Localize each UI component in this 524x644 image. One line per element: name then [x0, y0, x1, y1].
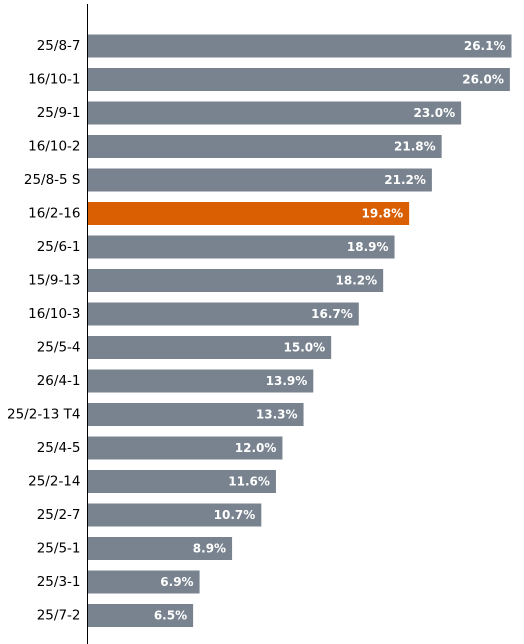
- value-label-25-5-4: 15.0%: [284, 341, 326, 355]
- value-label-25-4-5: 12.0%: [235, 441, 277, 455]
- category-label-25-8-7: 25/8-7: [37, 38, 81, 54]
- bar-25-3-1: [87, 570, 200, 594]
- category-label-26-4-1: 26/4-1: [37, 373, 81, 389]
- value-label-16-10-3: 16.7%: [311, 307, 353, 321]
- bar-25-9-1: [87, 101, 462, 125]
- bar-25-8-5-s: [87, 168, 432, 192]
- category-label-16-10-1: 16/10-1: [28, 72, 80, 88]
- value-label-16-10-2: 21.8%: [394, 140, 436, 154]
- category-label-25-2-7: 25/2-7: [37, 507, 81, 523]
- category-label-16-2-16: 16/2-16: [28, 206, 80, 222]
- category-label-16-10-3: 16/10-3: [28, 306, 80, 322]
- bar-16-2-16: [87, 202, 410, 225]
- value-label-25-3-1: 6.9%: [160, 575, 193, 589]
- bar-25-7-2: [87, 604, 194, 627]
- bar-25-6-1: [87, 235, 395, 259]
- value-label-25-2-14: 11.6%: [228, 475, 270, 489]
- bar-26-4-1: [87, 369, 314, 393]
- category-label-25-9-1: 25/9-1: [37, 105, 81, 121]
- category-label-15-9-13: 15/9-13: [28, 273, 80, 289]
- bar-16-10-3: [87, 302, 359, 326]
- bar-25-2-14: [87, 470, 276, 493]
- value-label-25-7-2: 6.5%: [154, 609, 187, 623]
- value-label-25-6-1: 18.9%: [347, 240, 389, 254]
- category-label-25-6-1: 25/6-1: [37, 239, 81, 255]
- category-label-25-7-2: 25/7-2: [37, 608, 81, 624]
- value-label-25-8-7: 26.1%: [464, 39, 506, 53]
- category-label-25-5-1: 25/5-1: [37, 541, 81, 557]
- value-label-25-2-13-t4: 13.3%: [256, 408, 298, 422]
- bar-25-2-7: [87, 503, 262, 527]
- value-label-15-9-13: 18.2%: [336, 274, 378, 288]
- bar-25-2-13-t4: [87, 403, 304, 426]
- value-label-25-8-5-s: 21.2%: [384, 173, 426, 187]
- category-label-16-10-2: 16/10-2: [28, 139, 80, 155]
- bar-25-5-4: [87, 336, 332, 359]
- value-label-25-9-1: 23.0%: [413, 106, 455, 120]
- bar-25-8-7: [87, 34, 512, 58]
- value-label-16-10-1: 26.0%: [462, 73, 504, 87]
- value-label-25-5-1: 8.9%: [193, 542, 226, 556]
- category-label-25-8-5-s: 25/8-5 S: [24, 172, 81, 188]
- value-label-25-2-7: 10.7%: [214, 508, 256, 522]
- bars-group: [87, 34, 512, 627]
- bar-16-10-1: [87, 68, 510, 91]
- value-label-26-4-1: 13.9%: [266, 374, 308, 388]
- category-label-25-4-5: 25/4-5: [37, 440, 81, 456]
- bar-25-4-5: [87, 436, 283, 460]
- bar-16-10-2: [87, 135, 442, 158]
- category-labels-group: 25/8-7 16/10-1 25/9-1 16/10-2 25/8-5 S 16/2-1…: [7, 38, 81, 624]
- category-label-25-5-4: 25/5-4: [37, 340, 81, 356]
- category-label-25-2-14: 25/2-14: [28, 474, 80, 490]
- category-label-25-2-13-t4: 25/2-13 T4: [7, 407, 81, 423]
- value-labels-group: 26.1% 26.0% 23.0% 21.8% 21.2% 19.8% 18.9% 18.2%…: [154, 39, 506, 623]
- value-label-16-2-16: 19.8%: [362, 207, 404, 221]
- bar-15-9-13: [87, 269, 384, 292]
- bar-25-5-1: [87, 537, 233, 560]
- category-label-25-3-1: 25/3-1: [37, 574, 81, 590]
